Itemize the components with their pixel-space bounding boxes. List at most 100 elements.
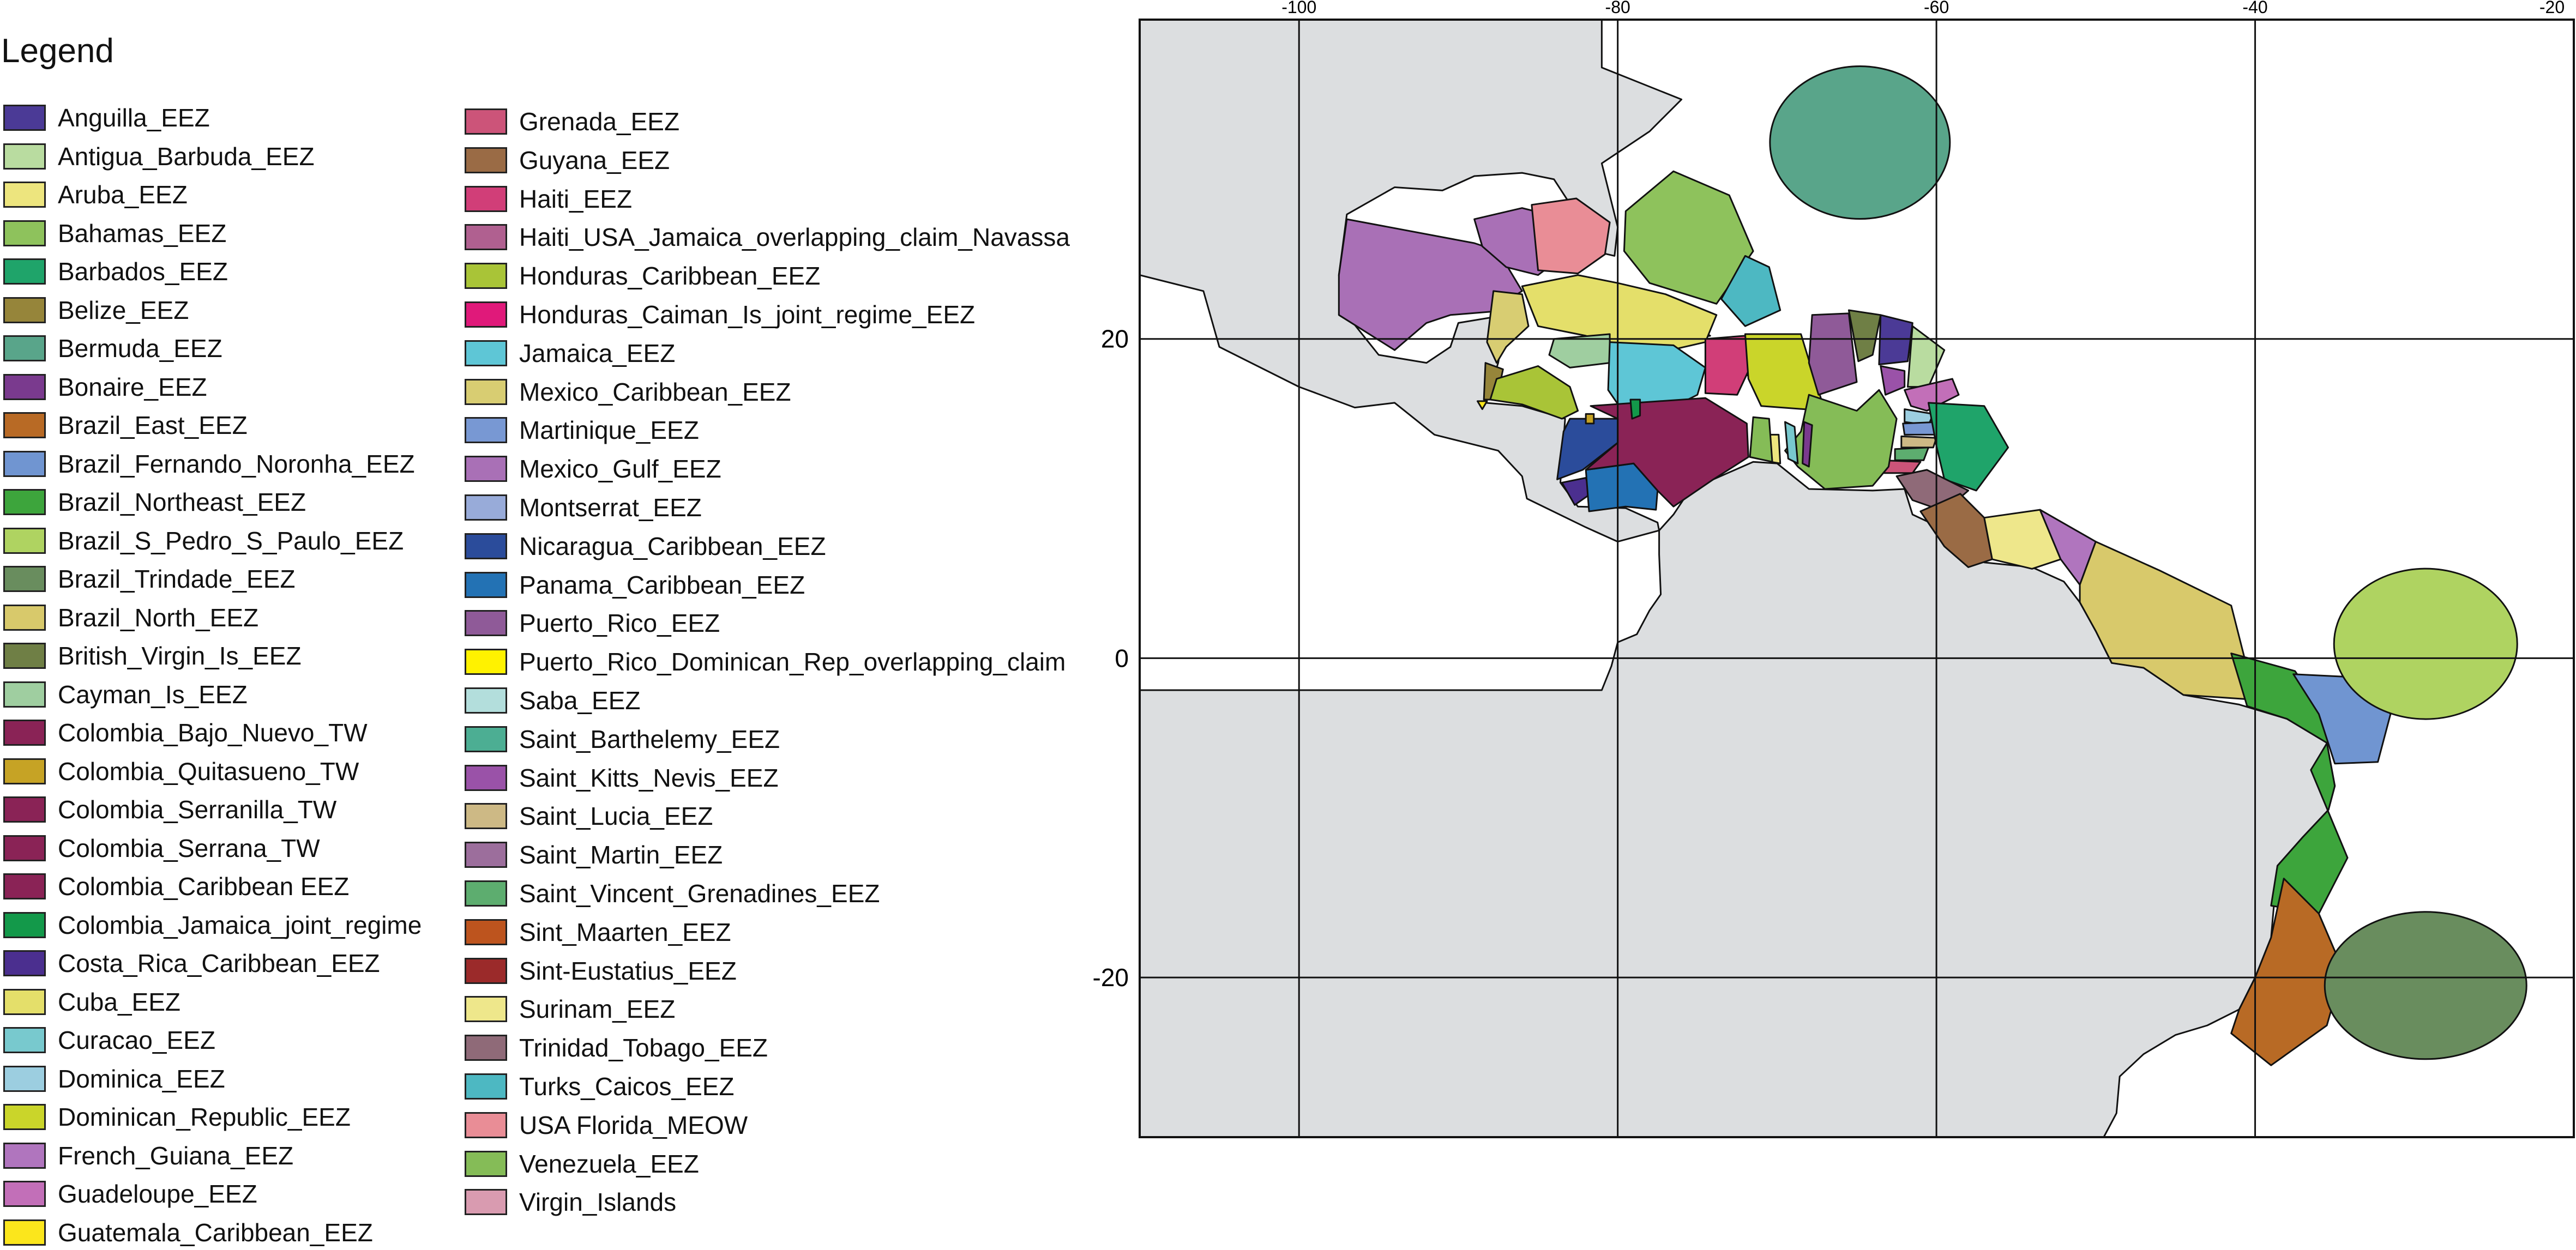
legend-label: Guatemala_Caribbean_EEZ [58,1218,373,1247]
legend-swatch [465,108,507,135]
legend-item: Saint_Martin_EEZ [465,838,723,871]
legend-label: Cayman_Is_EEZ [58,680,248,709]
legend-swatch [3,335,46,361]
legend-swatch [465,147,507,173]
legend-swatch [465,880,507,907]
zone-bvi [1847,309,1882,363]
legend-swatch [465,533,507,559]
legend-label: Mexico_Gulf_EEZ [519,455,721,483]
legend-item: Colombia_Serrana_TW [3,832,320,865]
legend-label: Jamaica_EEZ [519,339,676,367]
legend-label: Brazil_S_Pedro_S_Paulo_EEZ [58,527,404,555]
legend-swatch [3,451,46,477]
legend-swatch [3,912,46,938]
legend-swatch [3,143,46,170]
legend-label: Haiti_EEZ [519,185,633,213]
legend-swatch [465,958,507,984]
legend-label: Colombia_Quitasueno_TW [58,757,359,786]
legend-label: Saint_Barthelemy_EEZ [519,725,780,753]
zone-honduras [1489,365,1579,420]
legend-item: Guadeloupe_EEZ [3,1177,257,1210]
legend-label: Aruba_EEZ [58,180,188,209]
legend-label: Guyana_EEZ [519,146,670,174]
legend-label: Saba_EEZ [519,686,641,715]
legend-swatch [465,919,507,945]
legend-item: Bermuda_EEZ [3,332,222,365]
legend-swatch [465,842,507,868]
legend-swatch [3,489,46,515]
legend-label: Turks_Caicos_EEZ [519,1072,735,1101]
legend-swatch [3,605,46,631]
lat-tick-label: 0 [1115,644,1129,672]
zone-brazil-northeast [2230,653,2349,915]
legend-item: Nicaragua_Caribbean_EEZ [465,530,826,563]
legend-swatch [3,374,46,400]
legend-item: USA Florida_MEOW [465,1109,748,1142]
legend-label: Costa_Rica_Caribbean_EEZ [58,949,380,977]
legend-item: Belize_EEZ [3,294,189,327]
legend-item: Sint_Maarten_EEZ [465,916,731,949]
legend-label: Curacao_EEZ [58,1026,215,1054]
legend-item: Bonaire_EEZ [3,371,207,403]
legend-item: Cuba_EEZ [3,986,180,1018]
zone-cuba [1521,274,1718,356]
legend-item: Trinidad_Tobago_EEZ [465,1031,768,1064]
legend-item: Bahamas_EEZ [3,217,226,250]
zone-s-pedro-s-paulo [2333,567,2518,720]
legend-label: British_Virgin_Is_EEZ [58,642,302,670]
legend-item: Jamaica_EEZ [465,337,675,370]
legend-swatch [3,1219,46,1246]
legend-label: Saint_Kitts_Nevis_EEZ [519,764,779,792]
legend-swatch [465,649,507,675]
legend-swatch [465,1151,507,1177]
legend-item: Colombia_Quitasueno_TW [3,755,359,788]
legend-item: Saba_EEZ [465,684,640,717]
legend-swatch [3,796,46,823]
legend-swatch [3,105,46,131]
legend-label: USA Florida_MEOW [519,1111,748,1139]
legend-swatch [465,572,507,598]
legend-label: Saint_Lucia_EEZ [519,802,713,830]
eez-zones-layer [1338,65,2527,1066]
legend-swatch [3,989,46,1015]
legend-label: Cuba_EEZ [58,988,181,1016]
legend-label: Belize_EEZ [58,296,189,324]
legend-swatch [3,412,46,438]
legend-swatch [3,873,46,899]
legend-swatch [3,258,46,285]
legend-label: Trinidad_Tobago_EEZ [519,1034,768,1062]
legend-item: Virgin_Islands [465,1186,676,1218]
legend-swatch [3,528,46,554]
legend-swatch [3,835,46,861]
zone-brazil-north [2079,541,2256,701]
legend-label: Martinique_EEZ [519,416,699,444]
legend-label: Guadeloupe_EEZ [58,1180,257,1208]
zone-guatemala [1477,400,1488,410]
zone-curacao [1784,421,1799,464]
legend-swatch [3,1066,46,1092]
legend-label: Virgin_Islands [519,1188,677,1216]
legend-item: Curacao_EEZ [3,1024,215,1056]
lon-tick-label: -100 [1281,0,1316,17]
legend-swatch [465,726,507,752]
legend-item: Colombia_Caribbean EEZ [3,870,349,903]
zone-bermuda [1769,65,1951,220]
legend-item: Guyana_EEZ [465,144,670,177]
legend-item: Venezuela_EEZ [465,1148,699,1180]
legend-item: Surinam_EEZ [465,993,675,1025]
legend-item: Sint-Eustatius_EEZ [465,955,737,987]
legend-swatch [465,1189,507,1215]
zone-venezuela-west [1749,416,1773,463]
legend-item: Brazil_Trindade_EEZ [3,563,296,595]
legend-swatch [3,681,46,708]
legend-item: Colombia_Serranilla_TW [3,793,336,826]
legend-swatch [3,758,46,784]
zone-turks-caicos [1720,255,1781,327]
legend-item: Puerto_Rico_EEZ [465,607,720,639]
legend-item: Saint_Kitts_Nevis_EEZ [465,762,779,794]
legend-item: Guatemala_Caribbean_EEZ [3,1216,373,1249]
legend-item: Panama_Caribbean_EEZ [465,569,805,601]
zone-haiti [1704,335,1751,396]
legend-item: Colombia_Jamaica_joint_regime [3,909,422,941]
legend-label: French_Guiana_EEZ [58,1142,294,1170]
